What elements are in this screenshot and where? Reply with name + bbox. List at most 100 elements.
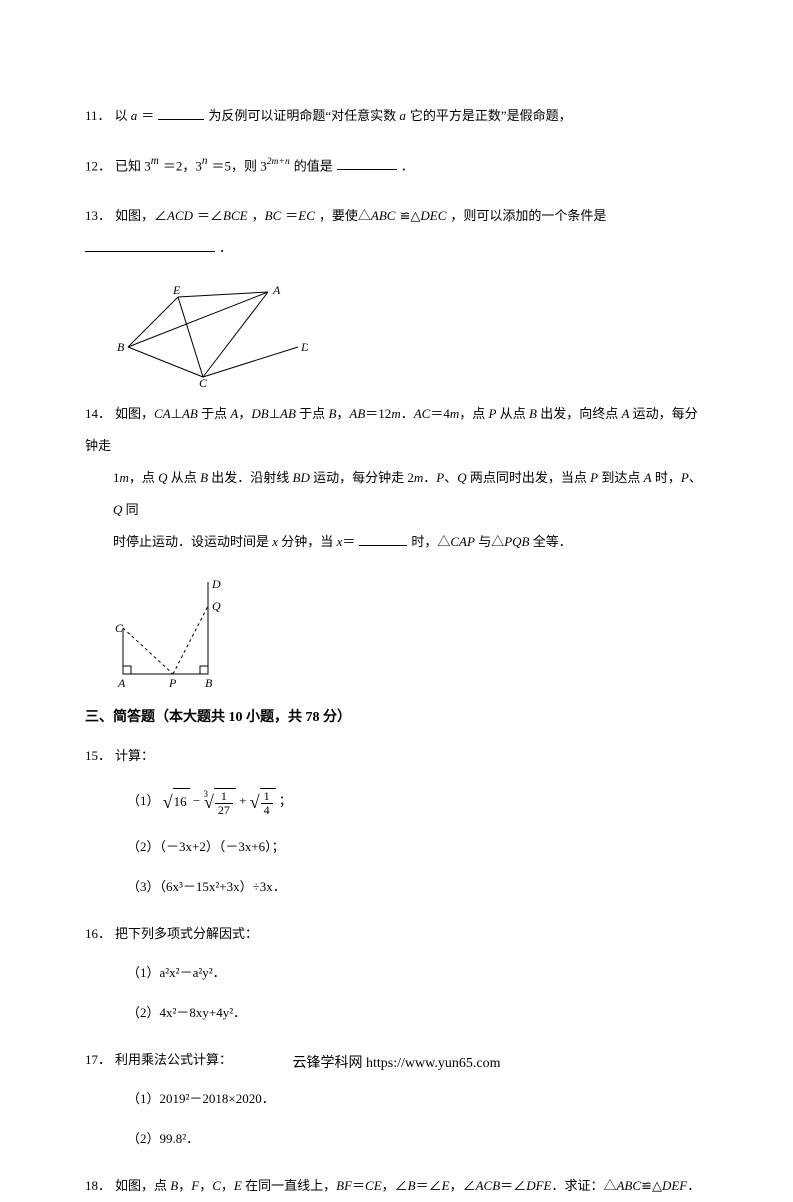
- q15-title: 计算：: [115, 748, 154, 763]
- fig14-Q: Q: [212, 599, 221, 613]
- q18-t10: ＝∠: [500, 1178, 526, 1193]
- q14-blank: [359, 529, 407, 547]
- q14-v17: P: [590, 470, 598, 485]
- q18-v6: CE: [365, 1178, 382, 1193]
- q14-l1i: ．: [401, 406, 414, 421]
- q14-v5: AB: [280, 406, 296, 421]
- q14-v1: CA: [154, 406, 171, 421]
- cbrt-1-27: √127: [204, 784, 236, 820]
- q14-l1k: ，点: [459, 406, 488, 421]
- q15-cb-den: 27: [215, 804, 233, 817]
- q12-mid1: ＝2，3: [163, 158, 202, 173]
- q14-l1m: 出发，向终点: [537, 406, 622, 421]
- q18-t8: ＝∠: [416, 1178, 442, 1193]
- figure-13: E A B C D: [113, 282, 708, 392]
- q13-t7: ，则可以添加的一个条件是: [450, 208, 606, 223]
- q18-v7: B: [408, 1178, 416, 1193]
- q14-l3b: 分钟，当: [278, 534, 337, 549]
- fig13-E: E: [172, 283, 181, 297]
- q14-v24: PQB: [504, 534, 529, 549]
- q14-l2b: ，点: [129, 470, 158, 485]
- q14-v14: BD: [293, 470, 310, 485]
- q15-num: 15．: [85, 748, 111, 763]
- q13-t4: ＝: [285, 208, 298, 223]
- q14-l1e: ⊥: [269, 406, 280, 421]
- q16-p1: （1）a²x²－a²y²．: [127, 960, 708, 986]
- q11-num: 11．: [85, 108, 111, 123]
- q18-v2: F: [191, 1178, 199, 1193]
- q18-v4: E: [234, 1178, 242, 1193]
- q17-p2: （2）99.8²．: [127, 1126, 708, 1152]
- q14-l2f: ．: [423, 470, 436, 485]
- q14-l3f: 全等．: [529, 534, 571, 549]
- q14-u3: m: [120, 470, 129, 485]
- q18-v12: DEF: [662, 1178, 687, 1193]
- q18-v1: B: [170, 1178, 178, 1193]
- q13-t2: ＝∠: [197, 208, 223, 223]
- q14-v10: B: [529, 406, 537, 421]
- fig14-C: C: [115, 621, 124, 635]
- q16-num: 16．: [85, 926, 111, 941]
- q12-mid3: 的值是: [294, 158, 333, 173]
- q18-t11: ．求证：△: [551, 1178, 616, 1193]
- q14-v12: Q: [158, 470, 167, 485]
- q14-v7: AB: [349, 406, 365, 421]
- question-13: 13． 如图，∠ACD ＝∠BCE ，BC ＝EC ，要使△ABC ≌△DEC …: [85, 200, 708, 264]
- q18-t4: ，: [221, 1178, 234, 1193]
- q11-eq: ＝: [141, 108, 154, 123]
- q18-t2: ，: [178, 1178, 191, 1193]
- q14-l2l: 同: [122, 502, 138, 517]
- q14-l2i: 到达点: [598, 470, 644, 485]
- q14-l3d: 时，△: [411, 534, 450, 549]
- q14-num: 14．: [85, 406, 111, 421]
- q18-t5: 在同一直线上，: [242, 1178, 336, 1193]
- q16-title: 把下列多项式分解因式：: [115, 926, 258, 941]
- q18-v8: E: [442, 1178, 450, 1193]
- q14-v4: DB: [251, 406, 268, 421]
- q14-u2: m: [450, 406, 459, 421]
- q13-t5: ，要使△: [319, 208, 371, 223]
- sqrt-1-4: √14: [250, 784, 276, 820]
- q15-p1-end: ；: [279, 793, 292, 808]
- q14-v13: B: [200, 470, 208, 485]
- fig14-A: A: [117, 676, 126, 690]
- q18-t6: ＝: [352, 1178, 365, 1193]
- q14-l1c: 于点: [198, 406, 231, 421]
- q17-p1: （1）2019²－2018×2020．: [127, 1086, 708, 1112]
- q11-blank: [158, 102, 204, 120]
- q14-l2d: 出发．沿射线: [208, 470, 293, 485]
- q11-post: 为反例可以证明命题“对任意实数: [208, 108, 399, 123]
- q14-v19: P: [681, 470, 689, 485]
- q14-l2c: 从点: [168, 470, 201, 485]
- q18-v11: ABC: [616, 1178, 641, 1193]
- q14-l1h: ＝12: [365, 406, 391, 421]
- q14-l1d: ，: [238, 406, 251, 421]
- question-14: 14． 如图，CA⊥AB 于点 A，DB⊥AB 于点 B，AB＝12m．AC＝4…: [85, 398, 708, 558]
- question-15: 15． 计算： （1） √16 − 3√127 + √14 ； （2）（－3x+…: [85, 740, 708, 900]
- fig13-D: D: [300, 340, 308, 354]
- q13-a6: DEC: [420, 208, 446, 223]
- q11-var2: a: [399, 108, 406, 123]
- q15-sq-num: 1: [261, 790, 273, 804]
- q18-t12: ≌△: [641, 1178, 662, 1193]
- fig13-C: C: [199, 376, 208, 387]
- q14-v23: CAP: [450, 534, 475, 549]
- q15-cb-num: 1: [215, 790, 233, 804]
- q13-a2: BCE: [223, 208, 248, 223]
- fig14-D: D: [211, 577, 221, 591]
- q13-a5: ABC: [371, 208, 396, 223]
- q18-v5: BF: [336, 1178, 352, 1193]
- q14-l1a: 如图，: [115, 406, 154, 421]
- q13-num: 13．: [85, 208, 111, 223]
- q18-v10: DFE: [526, 1178, 551, 1193]
- page-footer: 云锋学科网 https://www.yun65.com: [0, 1052, 793, 1072]
- q14-l1j: ＝4: [430, 406, 450, 421]
- fig13-B: B: [117, 340, 125, 354]
- q13-t6: ≌△: [399, 208, 420, 223]
- q14-l2k: 、: [689, 470, 702, 485]
- q14-v16: Q: [457, 470, 466, 485]
- q13-t3: ，: [252, 208, 265, 223]
- q13-a3: BC: [265, 208, 282, 223]
- q12-end: ．: [401, 158, 414, 173]
- q13-blank: [85, 235, 215, 253]
